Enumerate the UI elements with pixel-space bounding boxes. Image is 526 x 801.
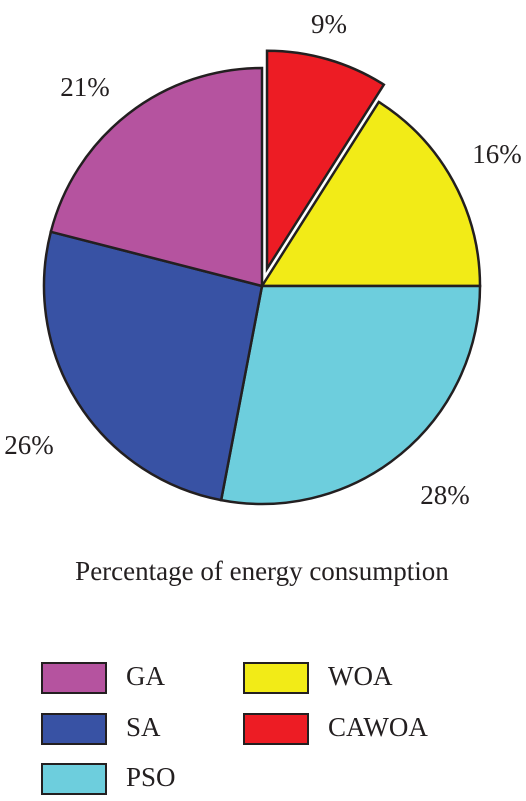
legend-swatch-cawoa [243,713,309,745]
data-label-woa: 16% [472,139,522,169]
legend-swatch-sa [41,713,107,745]
legend-label-woa: WOA [328,661,393,691]
legend-item-cawoa: CAWOA [243,712,428,745]
pie-slices [42,49,482,506]
pie-slice-pso [219,284,482,506]
pie-labels: 9% 16% 28% 26% 21% [4,9,522,510]
data-label-pso: 28% [420,480,470,510]
data-label-ga: 21% [60,72,110,102]
chart-caption: Percentage of energy consumption [75,556,449,586]
pie-slice-ga [49,66,264,288]
legend-item-pso: PSO [41,762,176,795]
pie-slice-woa [259,100,482,288]
legend: GA WOA SA CAWOA PSO [41,661,428,795]
legend-label-sa: SA [126,712,161,742]
legend-label-ga: GA [126,661,165,691]
legend-swatch-pso [41,763,107,795]
legend-label-pso: PSO [126,762,176,792]
legend-item-woa: WOA [243,661,393,694]
pie-slice-cawoa [265,49,386,274]
legend-swatch-ga [41,662,107,694]
legend-item-ga: GA [41,661,165,694]
data-label-sa: 26% [4,430,54,460]
pie-slice-sa [42,230,264,502]
legend-item-sa: SA [41,712,161,745]
legend-label-cawoa: CAWOA [328,712,428,742]
data-label-cawoa: 9% [311,9,347,39]
legend-swatch-woa [243,662,309,694]
